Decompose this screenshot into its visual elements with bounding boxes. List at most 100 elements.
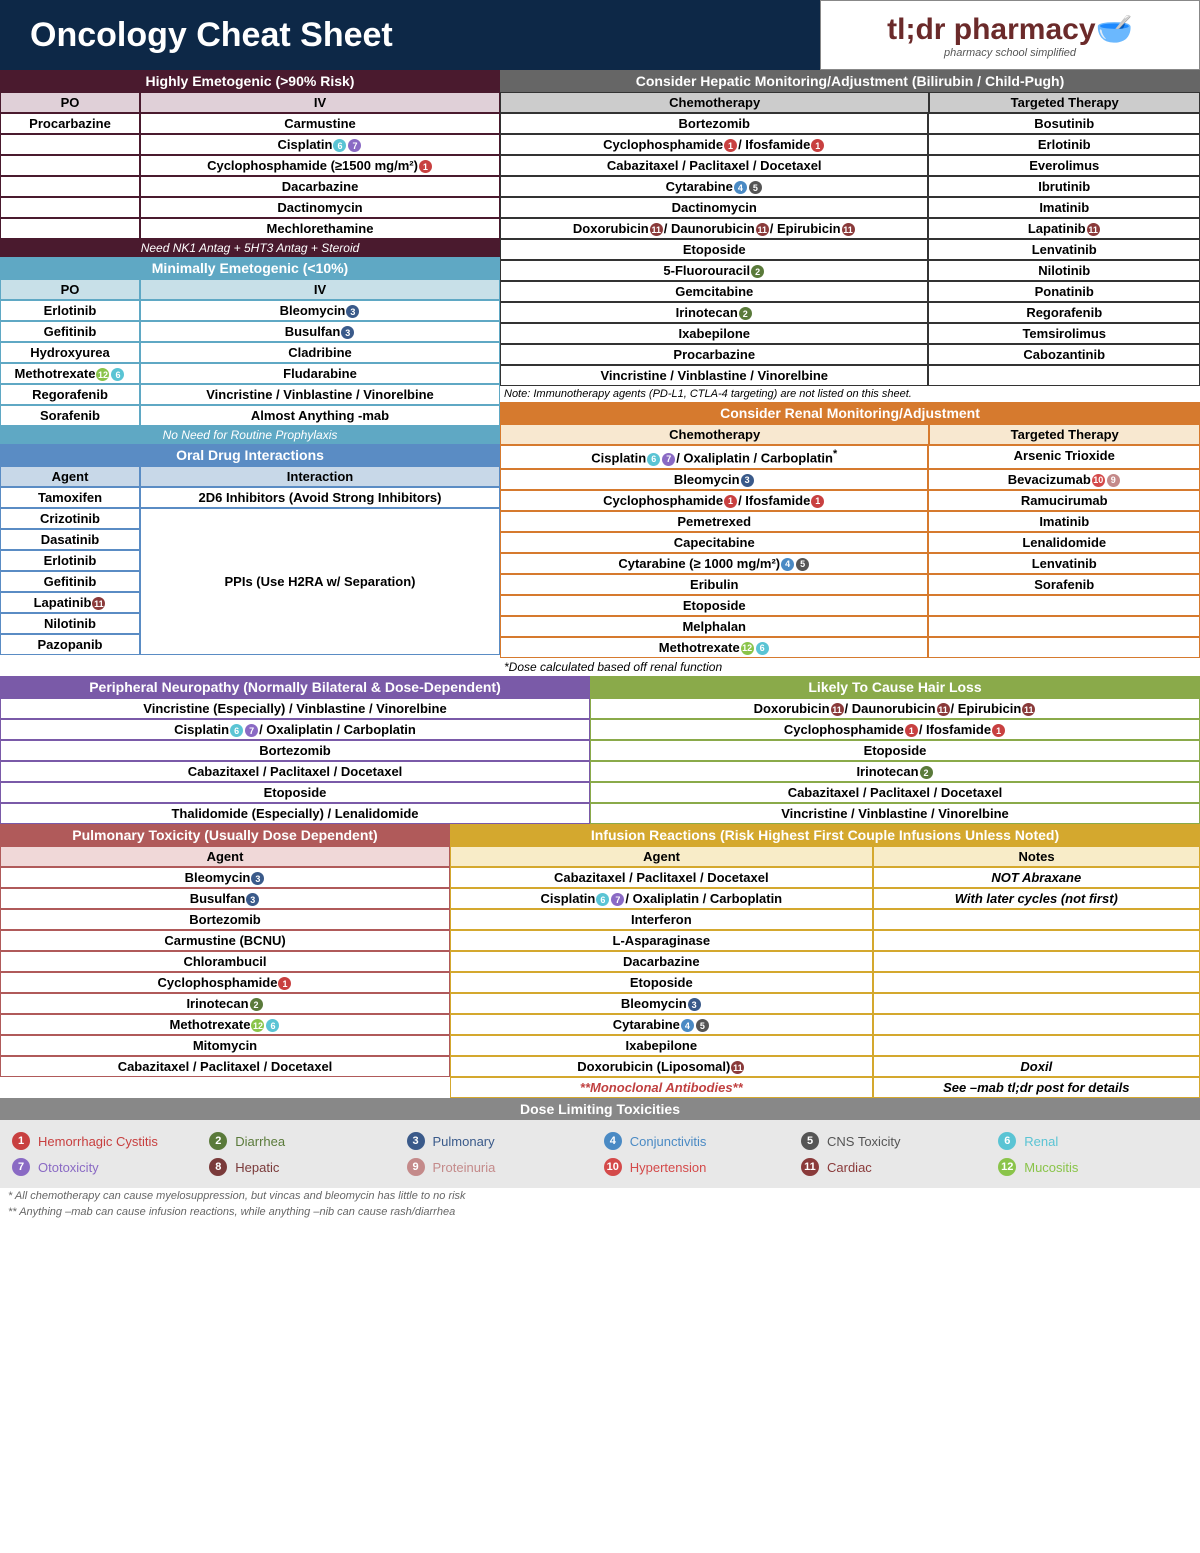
rn-note: *Dose calculated based off renal functio… xyxy=(500,658,1200,676)
hp-cell: Doxorubicin11/ Daunorubicin11/ Epirubici… xyxy=(500,218,928,239)
od-cell: Gefitinib xyxy=(0,571,140,592)
rn-cell: Methotrexate126 xyxy=(500,637,928,658)
pt-header: Pulmonary Toxicity (Usually Dose Depende… xyxy=(0,824,450,846)
hl-cell: Doxorubicin11/ Daunorubicin11/ Epirubici… xyxy=(590,698,1200,719)
od-cell: Dasatinib xyxy=(0,529,140,550)
hp-cell: Bortezomib xyxy=(500,113,928,134)
he-iv-header: IV xyxy=(140,92,500,113)
hp-note: Note: Immunotherapy agents (PD-L1, CTLA-… xyxy=(500,386,1200,402)
me-cell: Busulfan3 xyxy=(140,321,500,342)
pn-cell: Cisplatin67/ Oxaliplatin / Carboplatin xyxy=(0,719,590,740)
dl-item: 9Proteinuria xyxy=(403,1154,600,1180)
dl-item: 11Cardiac xyxy=(797,1154,994,1180)
hp-cell: Gemcitabine xyxy=(500,281,928,302)
brand-box: tl;dr pharmacy🥣 pharmacy school simplifi… xyxy=(820,0,1200,70)
hp-cell: Erlotinib xyxy=(928,134,1200,155)
dl-item: 8Hepatic xyxy=(205,1154,402,1180)
rn-cell: Cisplatin67/ Oxaliplatin / Carboplatin* xyxy=(500,445,928,468)
pt-cell: Bleomycin3 xyxy=(0,867,450,888)
header: Oncology Cheat Sheet tl;dr pharmacy🥣 pha… xyxy=(0,0,1200,70)
he-po-cell xyxy=(0,155,140,176)
ir-cell xyxy=(873,1014,1200,1035)
hp-cell: Irinotecan2 xyxy=(500,302,928,323)
ir-cell: Etoposide xyxy=(450,972,873,993)
me-iv-header: IV xyxy=(140,279,500,300)
brand-tagline: pharmacy school simplified xyxy=(944,47,1076,59)
rn-cell: Ramucirumab xyxy=(928,490,1200,511)
hl-cell: Etoposide xyxy=(590,740,1200,761)
hp-cell: Cytarabine45 xyxy=(500,176,928,197)
he-iv-cell: Mechlorethamine xyxy=(140,218,500,239)
od-cell: Crizotinib xyxy=(0,508,140,529)
od-cell: Nilotinib xyxy=(0,613,140,634)
dl-item: 4Conjunctivitis xyxy=(600,1128,797,1154)
hp-cell: Cabozantinib xyxy=(928,344,1200,365)
hp-cell: Vincristine / Vinblastine / Vinorelbine xyxy=(500,365,928,386)
brand-name: tl;dr pharmacy🥣 xyxy=(887,12,1133,47)
he-iv-cell: Dacarbazine xyxy=(140,176,500,197)
me-po-header: PO xyxy=(0,279,140,300)
he-po-cell xyxy=(0,176,140,197)
hp-cell xyxy=(928,365,1200,386)
od-cell: 2D6 Inhibitors (Avoid Strong Inhibitors) xyxy=(140,487,500,508)
dl-item: 12Mucositis xyxy=(994,1154,1191,1180)
pn-cell: Thalidomide (Especially) / Lenalidomide xyxy=(0,803,590,824)
he-po-cell xyxy=(0,134,140,155)
rn-cell: Etoposide xyxy=(500,595,928,616)
hp-cell: Lapatinib11 xyxy=(928,218,1200,239)
dl-item: 10Hypertension xyxy=(600,1154,797,1180)
ir-header: Infusion Reactions (Risk Highest First C… xyxy=(450,824,1200,846)
me-header: Minimally Emetogenic (<10%) xyxy=(0,257,500,279)
ir-h1: Agent xyxy=(450,846,873,867)
hp-cell: Regorafenib xyxy=(928,302,1200,323)
od-header: Oral Drug Interactions xyxy=(0,444,500,466)
dl-item: 1Hemorrhagic Cystitis xyxy=(8,1128,205,1154)
rn-h2: Targeted Therapy xyxy=(929,424,1200,445)
rn-cell: Cyclophosphamide1/ Ifosfamide1 xyxy=(500,490,928,511)
od-h1: Agent xyxy=(0,466,140,487)
dl-footnote: ** Anything –mab can cause infusion reac… xyxy=(0,1204,1200,1220)
ir-cell xyxy=(873,972,1200,993)
od-ppi: PPIs (Use H2RA w/ Separation) xyxy=(140,508,500,655)
me-cell: Erlotinib xyxy=(0,300,140,321)
dl-item: 2Diarrhea xyxy=(205,1128,402,1154)
me-cell: Vincristine / Vinblastine / Vinorelbine xyxy=(140,384,500,405)
rn-cell: Imatinib xyxy=(928,511,1200,532)
rn-cell: Bleomycin3 xyxy=(500,469,928,490)
dl-legend: 1Hemorrhagic Cystitis 2Diarrhea 3Pulmona… xyxy=(0,1120,1200,1188)
ir-cell xyxy=(873,930,1200,951)
pn-header: Peripheral Neuropathy (Normally Bilatera… xyxy=(0,676,590,698)
ir-cell xyxy=(873,909,1200,930)
hp-cell: Cyclophosphamide1/ Ifosfamide1 xyxy=(500,134,928,155)
ir-cell: L-Asparaginase xyxy=(450,930,873,951)
od-cell: Erlotinib xyxy=(0,550,140,571)
ir-cell: Cabazitaxel / Paclitaxel / Docetaxel xyxy=(450,867,873,888)
rn-cell: Eribulin xyxy=(500,574,928,595)
pt-cell: Cabazitaxel / Paclitaxel / Docetaxel xyxy=(0,1056,450,1077)
rn-cell: Capecitabine xyxy=(500,532,928,553)
rn-cell: Melphalan xyxy=(500,616,928,637)
pt-cell: Mitomycin xyxy=(0,1035,450,1056)
dl-item: 7Ototoxicity xyxy=(8,1154,205,1180)
he-iv-cell: Dactinomycin xyxy=(140,197,500,218)
od-cell: Lapatinib11 xyxy=(0,592,140,613)
ir-cell: Ixabepilone xyxy=(450,1035,873,1056)
rn-cell: Cytarabine (≥ 1000 mg/m²)45 xyxy=(500,553,928,574)
pt-h: Agent xyxy=(0,846,450,867)
ir-cell xyxy=(873,951,1200,972)
dl-item: 3Pulmonary xyxy=(403,1128,600,1154)
me-cell: Hydroxyurea xyxy=(0,342,140,363)
ir-cell: Doxorubicin (Liposomal)11 xyxy=(450,1056,873,1077)
he-po-header: PO xyxy=(0,92,140,113)
hp-cell: Nilotinib xyxy=(928,260,1200,281)
ir-cell xyxy=(873,1035,1200,1056)
rn-cell: Lenvatinib xyxy=(928,553,1200,574)
he-iv-cell: Carmustine xyxy=(140,113,500,134)
ir-cell: With later cycles (not first) xyxy=(873,888,1200,909)
me-cell: Fludarabine xyxy=(140,363,500,384)
rn-header: Consider Renal Monitoring/Adjustment xyxy=(500,402,1200,424)
he-iv-cell: Cisplatin67 xyxy=(140,134,500,155)
me-cell: Sorafenib xyxy=(0,405,140,426)
hp-cell: Dactinomycin xyxy=(500,197,928,218)
he-header: Highly Emetogenic (>90% Risk) xyxy=(0,70,500,92)
